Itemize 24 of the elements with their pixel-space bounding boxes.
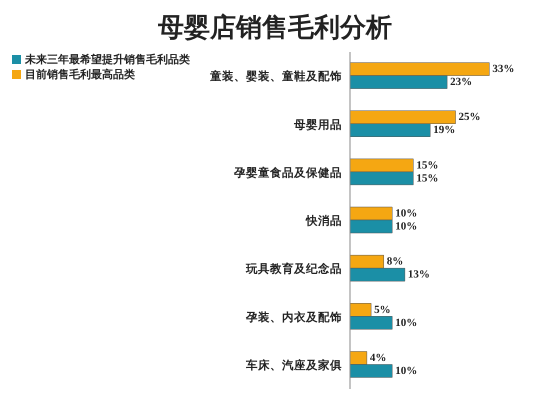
data-label: 13%: [408, 268, 430, 281]
data-label: 8%: [386, 256, 404, 268]
data-label: 10%: [395, 364, 418, 377]
y-tick-label: 快消品: [305, 214, 342, 228]
data-label: 5%: [374, 304, 391, 316]
data-label: 10%: [395, 316, 418, 329]
y-tick-label: 童装、婴装、童鞋及配饰: [209, 69, 342, 84]
data-label: 15%: [416, 172, 438, 184]
data-label: 23%: [450, 76, 472, 88]
chart-title: 母婴店销售毛利分析: [157, 12, 393, 45]
data-label: 33%: [492, 63, 514, 76]
y-tick-label: 玩具教育及纪念品: [245, 262, 342, 276]
data-label: 15%: [416, 159, 438, 172]
y-tick-label: 孕婴童食品及保健品: [233, 165, 342, 180]
data-label: 10%: [395, 220, 418, 233]
legend-label: 目前销售毛利最高品类: [25, 68, 135, 81]
data-label: 25%: [458, 111, 481, 124]
data-label: 4%: [370, 352, 386, 364]
data-label: 10%: [395, 208, 418, 220]
y-tick-label: 孕装、内衣及配饰: [245, 310, 342, 324]
data-label: 19%: [433, 124, 456, 136]
y-tick-label: 母婴用品: [293, 117, 342, 132]
legend-label: 未来三年最希望提升销售毛利品类: [25, 53, 190, 66]
y-tick-label: 车床、汽座及家俱: [245, 358, 342, 372]
